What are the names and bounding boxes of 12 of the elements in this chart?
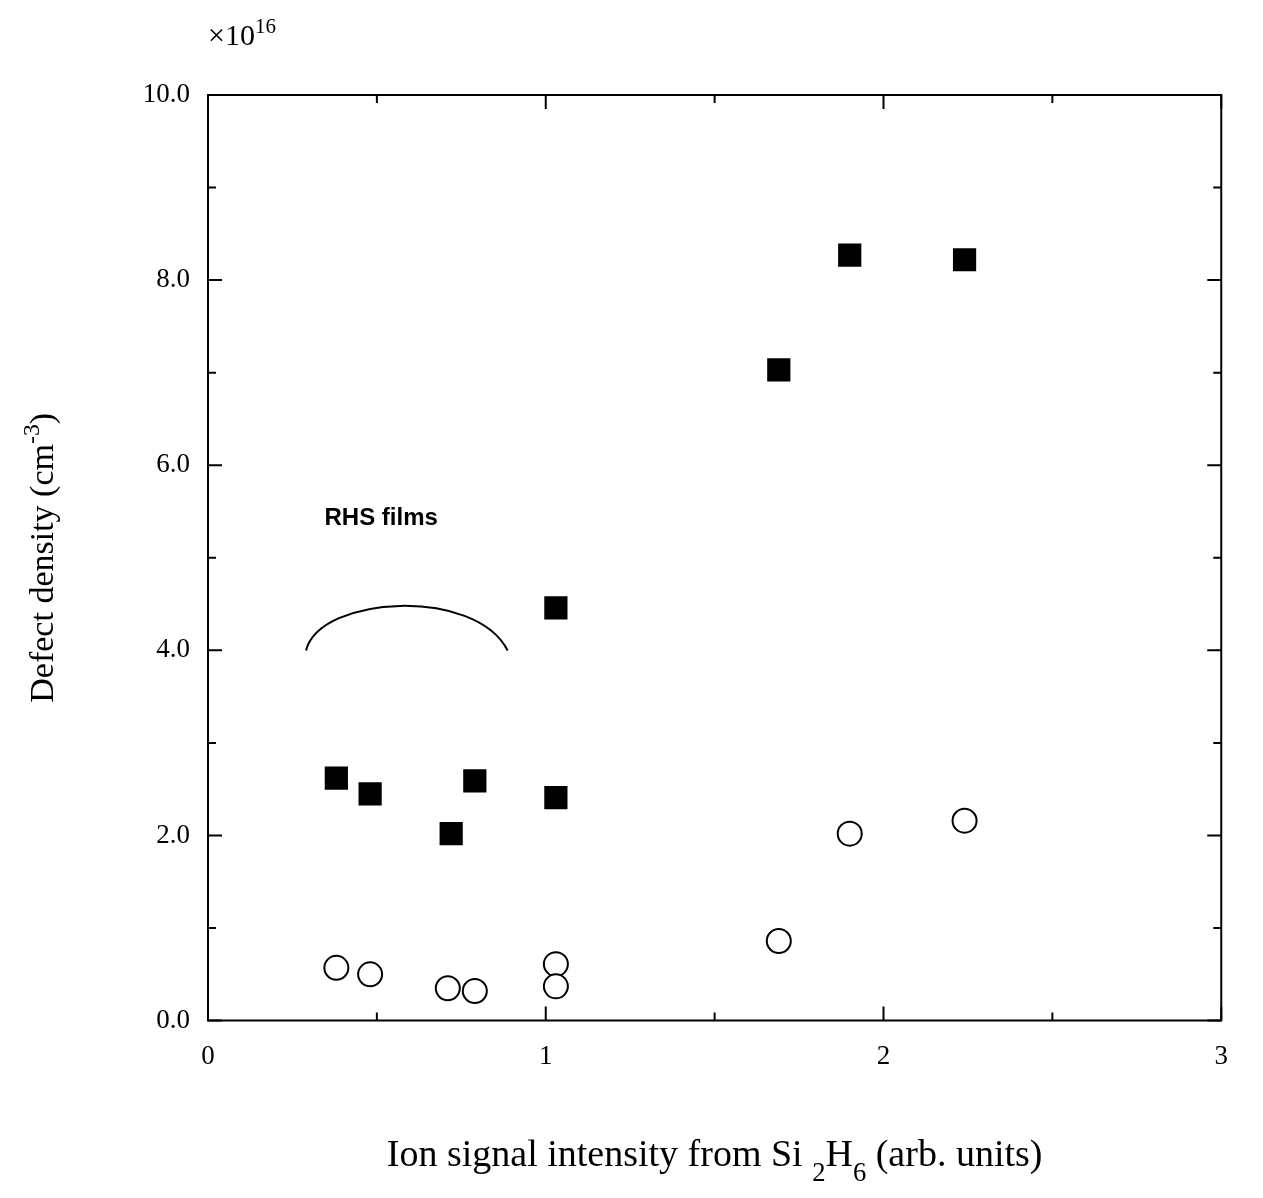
y-axis-title: Defect density (cm-3) [18, 412, 61, 703]
y-tick-label: 10.0 [142, 78, 190, 109]
y-tick-label: 4.0 [156, 633, 190, 664]
y-tick-label: 2.0 [156, 818, 190, 849]
y-tick-label: 8.0 [156, 263, 190, 294]
annotation: RHS films [324, 502, 438, 530]
y-tick-label: 0.0 [156, 1003, 190, 1034]
x-tick-label: 2 [876, 1039, 891, 1070]
x-tick-label: 0 [201, 1039, 215, 1070]
y-tick-label: 6.0 [156, 448, 190, 479]
x-tick-label: 1 [539, 1039, 553, 1070]
x-tick-label: 3 [1214, 1039, 1228, 1070]
